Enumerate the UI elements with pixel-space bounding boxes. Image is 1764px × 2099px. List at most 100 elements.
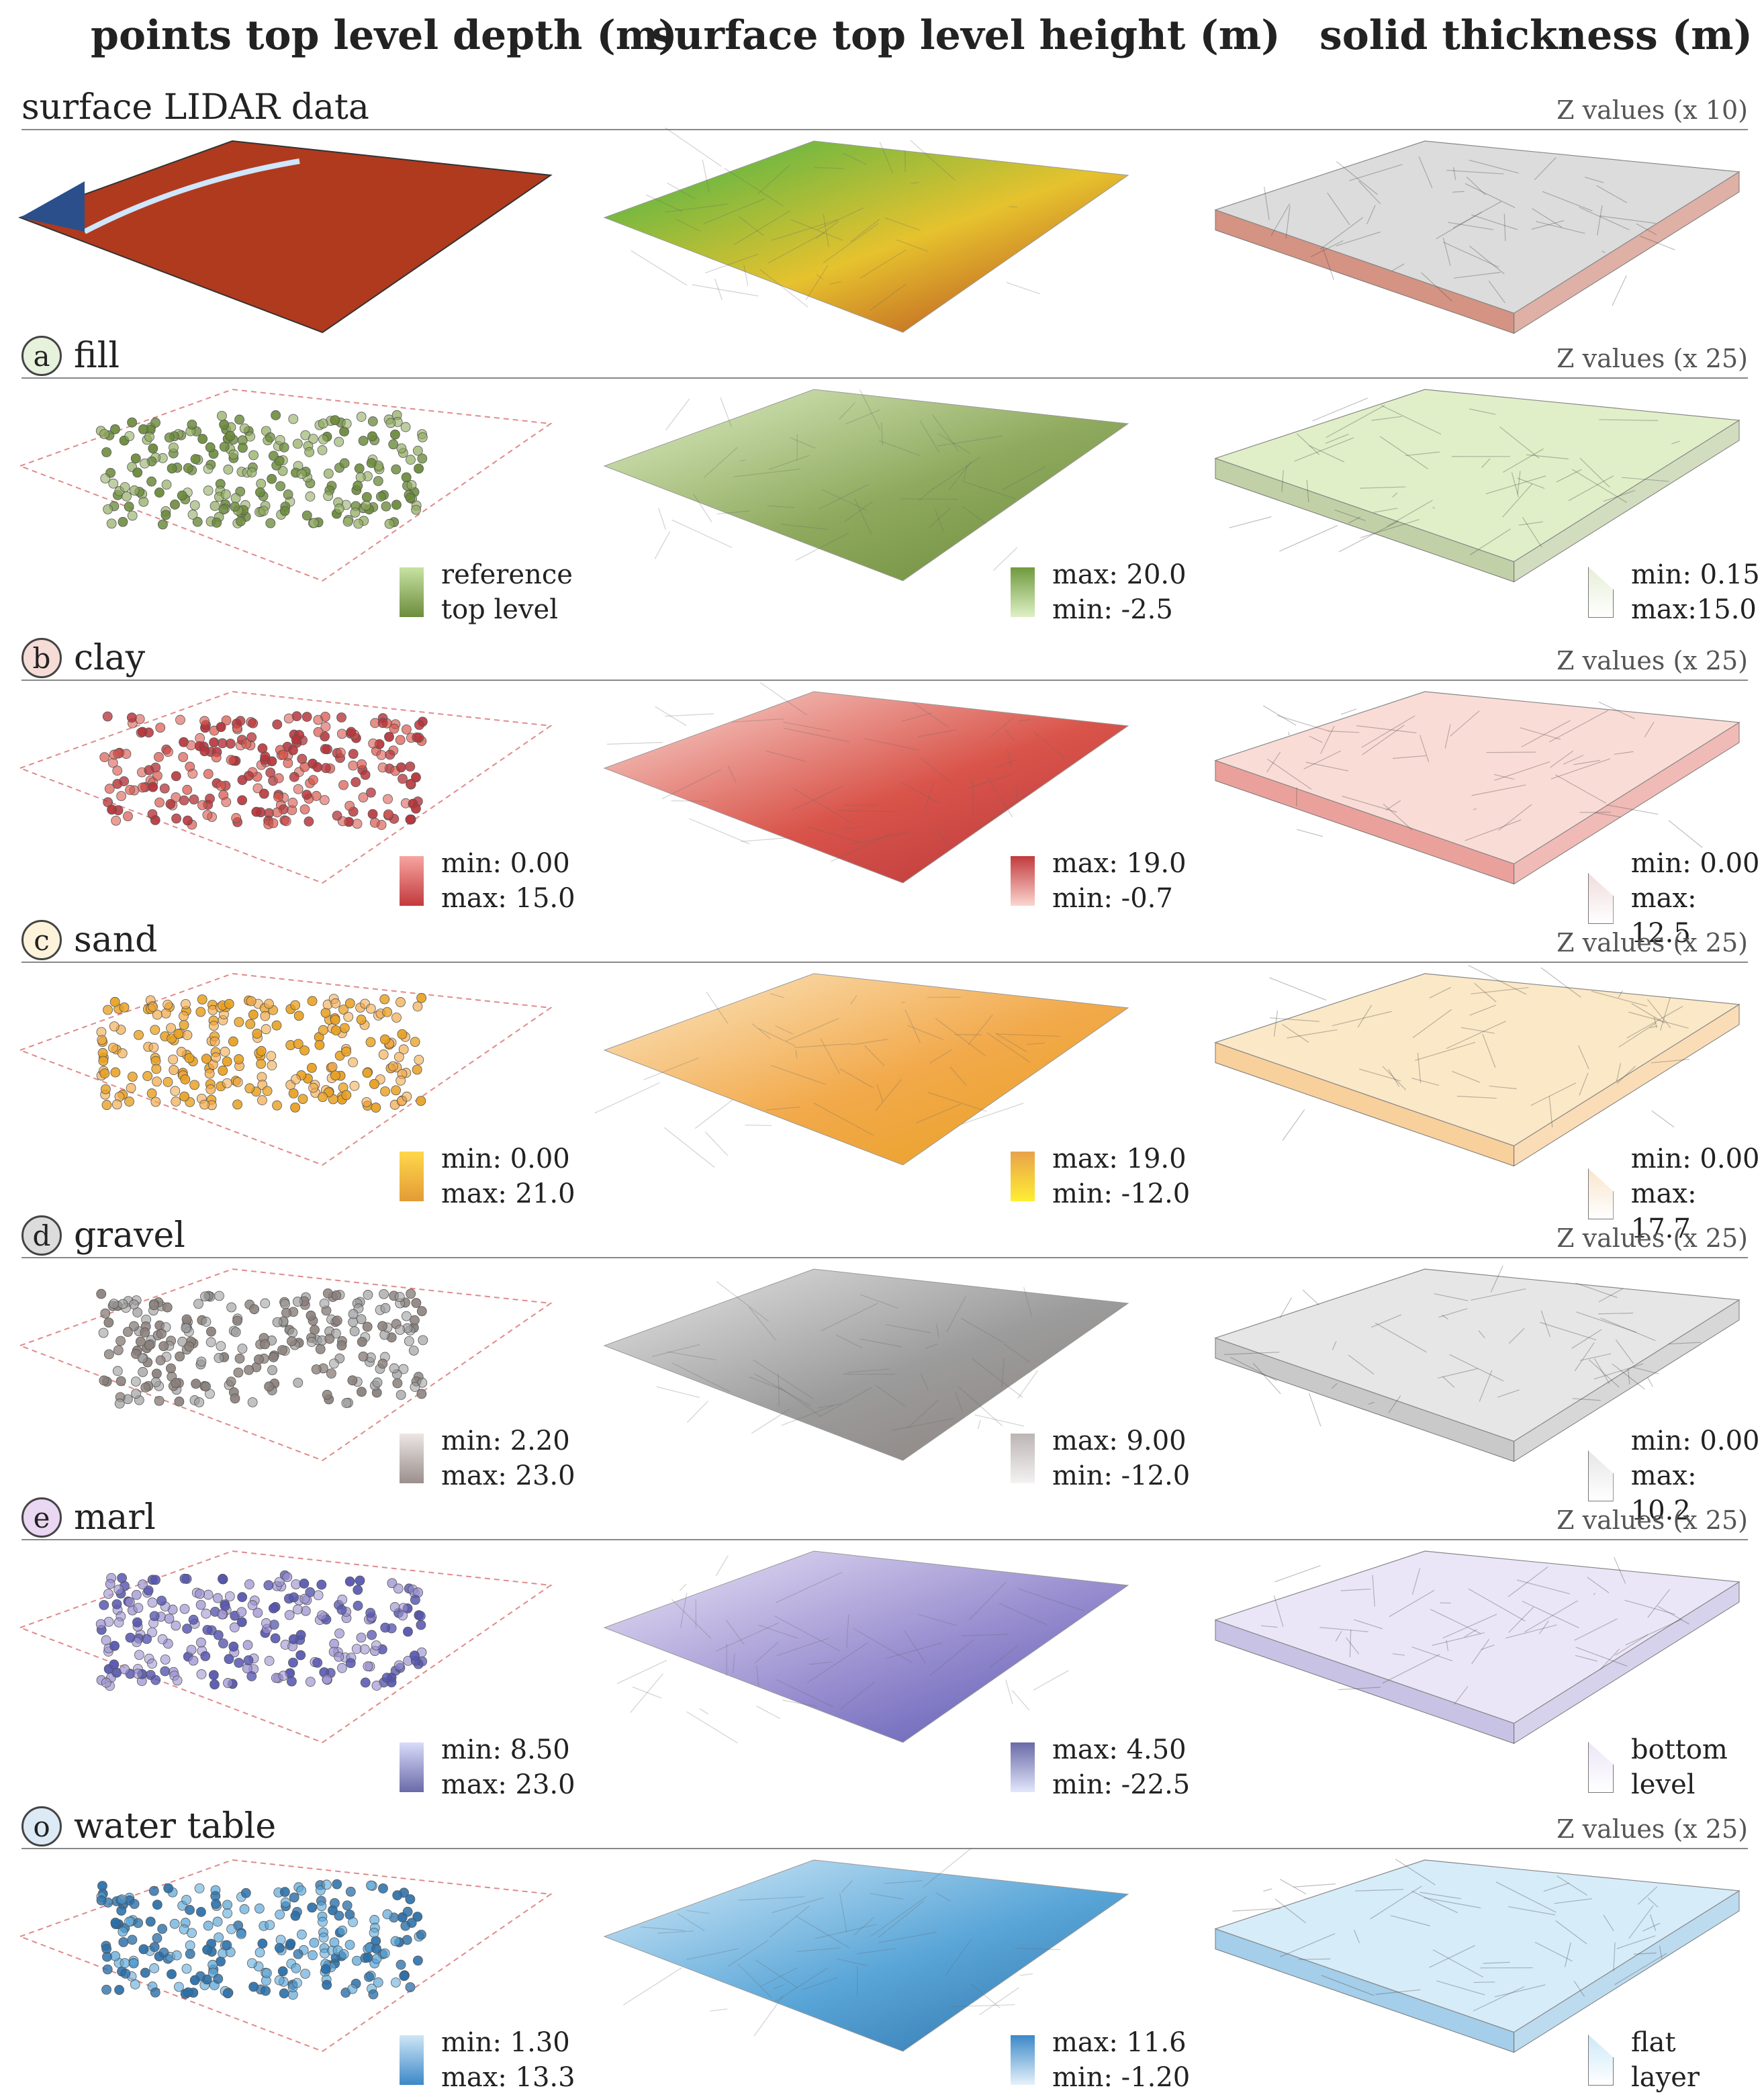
mesh-edge: [1644, 722, 1655, 738]
borehole-point: [131, 1389, 141, 1399]
borehole-point: [341, 1090, 352, 1101]
mesh-edge: [778, 1373, 780, 1407]
mesh-edge: [1471, 784, 1526, 796]
mesh-edge: [1232, 1908, 1281, 1912]
borehole-point: [412, 1064, 422, 1075]
borehole-point: [199, 716, 210, 727]
mesh-edge: [732, 718, 784, 722]
borehole-point: [211, 1052, 221, 1063]
mesh-edge: [1007, 749, 1012, 768]
mesh-edge: [881, 422, 884, 446]
borehole-point: [313, 727, 324, 737]
borehole-point: [357, 1387, 367, 1397]
mesh-edge: [1606, 804, 1659, 815]
mesh-edge: [896, 239, 928, 252]
borehole-point: [140, 1327, 150, 1338]
mesh-edge: [667, 1351, 716, 1360]
mesh-edge: [715, 1622, 779, 1652]
mesh-edge: [665, 398, 690, 430]
mesh-edge: [1612, 275, 1627, 306]
mesh-edge: [1599, 215, 1656, 224]
mesh-edge: [933, 457, 981, 490]
borehole-point: [320, 744, 330, 754]
borehole-point: [352, 819, 363, 829]
surface-plot: [603, 1847, 1129, 2052]
mesh-edge: [704, 253, 759, 274]
mesh-edge: [754, 1641, 779, 1664]
legend-line: min: 0.15: [1631, 559, 1760, 590]
solid-top: [1214, 140, 1740, 314]
mesh-edge: [1450, 710, 1480, 737]
borehole-point: [174, 1396, 185, 1407]
borehole-point: [201, 1381, 211, 1392]
borehole-point: [124, 1097, 134, 1107]
borehole-point: [288, 1657, 298, 1668]
borehole-point: [128, 1958, 139, 1969]
section-divider: [21, 129, 1748, 130]
borehole-point: [412, 732, 422, 743]
borehole-point: [140, 1967, 150, 1978]
mesh-edge: [743, 264, 749, 286]
mesh-edge: [1479, 1370, 1493, 1402]
mesh-edge: [1625, 1618, 1683, 1646]
mesh-edge: [1556, 469, 1582, 483]
mesh-edge: [1453, 272, 1501, 279]
mesh-edge: [1015, 1947, 1061, 1951]
mesh-edge: [737, 1896, 805, 1901]
borehole-point: [392, 1890, 403, 1901]
mesh-edge: [1419, 735, 1430, 763]
mesh-edge: [765, 1106, 800, 1111]
borehole-point: [319, 1298, 330, 1309]
borehole-point: [274, 1577, 285, 1587]
mesh-edge: [1371, 416, 1402, 421]
mesh-edge: [1591, 990, 1648, 1007]
borehole-point: [172, 1675, 183, 1686]
mesh-edge: [1471, 987, 1529, 994]
legend-color-ramp: [400, 567, 424, 617]
borehole-point: [291, 1074, 301, 1084]
mesh-edge: [1531, 220, 1565, 230]
mesh-edge: [1442, 1614, 1497, 1639]
borehole-point: [234, 414, 244, 425]
borehole-point: [264, 998, 274, 1009]
mesh-edge: [837, 810, 898, 812]
mesh-edge: [733, 1654, 735, 1673]
mesh-edge: [1362, 725, 1405, 755]
borehole-point: [262, 1086, 273, 1097]
section-fill: a fill Z values (x 25) reference top level ma…: [0, 336, 1764, 631]
borehole-point: [137, 727, 148, 737]
mesh-edge: [847, 1368, 890, 1373]
mesh-edge: [1626, 1006, 1683, 1039]
borehole-point: [278, 749, 289, 760]
legend-line: reference: [441, 559, 573, 590]
mesh-edge: [1522, 1601, 1579, 1628]
mesh-edge: [1511, 472, 1519, 498]
borehole-point: [109, 1640, 120, 1651]
borehole-point: [115, 1376, 126, 1387]
borehole-point: [118, 1926, 128, 1937]
mesh-edge: [783, 721, 831, 732]
mesh-edge: [1579, 1353, 1612, 1361]
borehole-point: [268, 818, 279, 829]
mesh-edge: [1358, 1068, 1401, 1082]
legend-line: max: 19.0: [1052, 848, 1187, 879]
borehole-point: [149, 1963, 160, 1973]
borehole-point: [103, 504, 113, 514]
legend-color-ramp: [1011, 856, 1035, 906]
borehole-point: [334, 1652, 344, 1662]
borehole-point: [330, 415, 340, 426]
mesh-edge: [1647, 1377, 1653, 1387]
section-label: o water table: [21, 1806, 276, 1847]
legend-solid: flat layer: [1588, 2025, 1700, 2095]
borehole-point: [293, 1377, 304, 1388]
mesh-edge: [1309, 735, 1323, 743]
borehole-point: [277, 1345, 287, 1356]
surface-mesh: [603, 140, 1129, 333]
mesh-edge: [1263, 1888, 1272, 1892]
mesh-edge: [1436, 1980, 1485, 1996]
borehole-point: [107, 804, 117, 815]
legend-text: min: 0.00 max: 12.5: [1631, 846, 1764, 951]
points-plot: [18, 1268, 553, 1462]
borehole-point: [344, 800, 355, 811]
mesh-edge: [1354, 1889, 1404, 1892]
